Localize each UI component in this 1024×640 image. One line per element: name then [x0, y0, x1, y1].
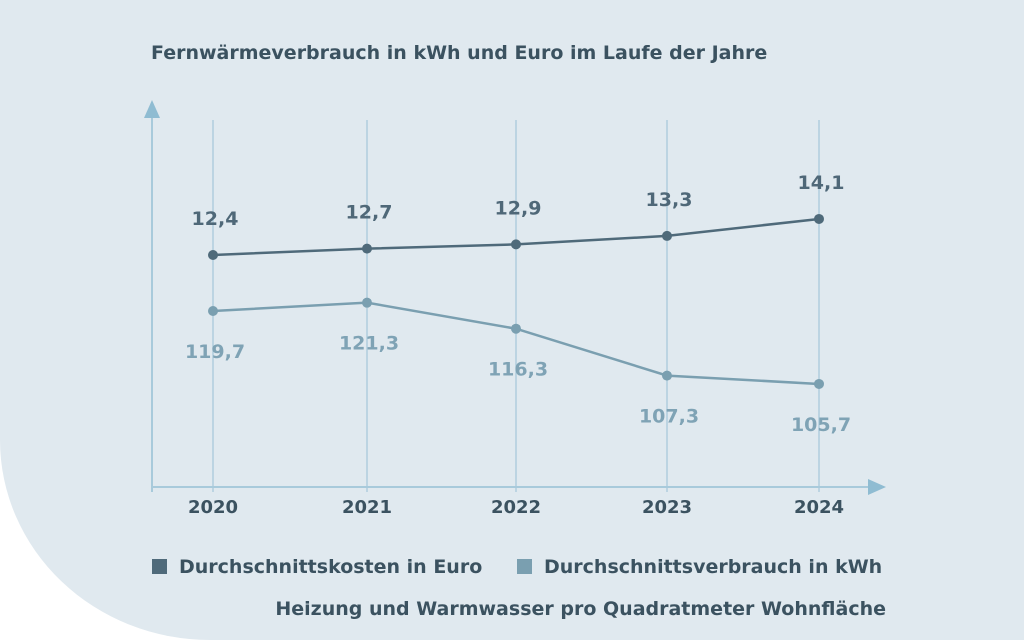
data-label-1-2024: 105,7	[791, 414, 851, 436]
data-label-0-2020: 12,4	[192, 208, 239, 230]
data-point-0-2023	[662, 230, 672, 241]
x-tick-labels: 2020 2021 2022 2023 2024	[188, 497, 844, 518]
data-label-1-2021: 121,3	[339, 333, 399, 355]
data-label-0-2021: 12,7	[346, 202, 393, 224]
x-tick-2021: 2021	[342, 497, 392, 518]
legend-label-verbrauch: Durchschnittsverbrauch in kWh	[544, 556, 882, 578]
legend-label-kosten: Durchschnittskosten in Euro	[179, 556, 482, 578]
data-point-0-2022	[511, 239, 521, 250]
legend-swatch-verbrauch	[517, 559, 532, 574]
data-point-1-2024	[814, 378, 824, 389]
legend-swatch-kosten	[152, 559, 167, 574]
x-tick-2022: 2022	[491, 497, 541, 518]
data-point-0-2020	[208, 250, 218, 260]
chart-title: Fernwärmeverbrauch in kWh und Euro im La…	[151, 42, 767, 64]
series: 12,4 12,7 12,9 13,3 14,1 119,7 121,3 116,3 107,3…	[185, 172, 851, 436]
x-axis-arrow-icon	[868, 479, 886, 495]
data-point-0-2024	[814, 213, 824, 224]
data-point-0-2021	[362, 243, 372, 254]
data-point-1-2022	[511, 323, 521, 334]
x-tick-2024: 2024	[794, 497, 844, 518]
data-label-1-2022: 116,3	[488, 359, 548, 381]
data-point-1-2021	[362, 297, 372, 308]
x-tick-2023: 2023	[642, 497, 692, 518]
axes	[144, 100, 886, 495]
data-label-1-2023: 107,3	[639, 406, 699, 428]
data-label-0-2022: 12,9	[495, 197, 542, 219]
data-label-0-2023: 13,3	[646, 189, 693, 211]
data-label-0-2024: 14,1	[798, 172, 845, 194]
data-point-1-2023	[662, 370, 672, 381]
data-point-1-2020	[208, 306, 218, 316]
x-tick-2020: 2020	[188, 497, 238, 518]
legend: Durchschnittskosten in Euro Durchschnitt…	[152, 556, 882, 578]
y-axis-arrow-icon	[144, 100, 160, 118]
chart-note: Heizung und Warmwasser pro Quadratmeter …	[275, 598, 886, 620]
data-label-1-2020: 119,7	[185, 341, 245, 363]
